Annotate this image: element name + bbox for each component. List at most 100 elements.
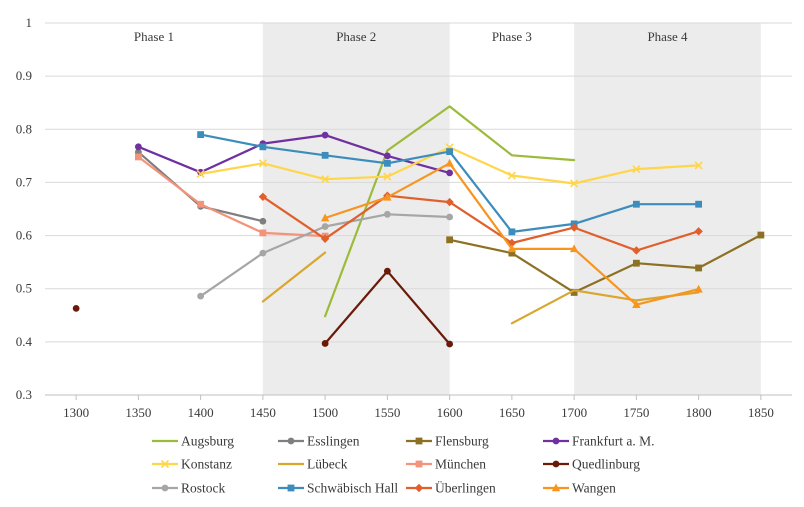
phase-label-3: Phase 3 xyxy=(492,29,532,44)
legend-marker xyxy=(287,437,295,445)
x-tick-label: 1650 xyxy=(499,405,525,420)
data-point-schwabisch-hall xyxy=(446,148,454,156)
y-tick-label: 0.7 xyxy=(16,174,33,189)
legend: Augsburg Esslingen Flensburg Frankfurt a. M… xyxy=(152,434,654,496)
legend-item-quedlinburg: Quedlinburg xyxy=(543,457,640,472)
x-tick-label: 1350 xyxy=(125,405,151,420)
legend-label: Rostock xyxy=(181,481,226,496)
data-point-flensburg xyxy=(632,259,640,267)
series-line-uberlingen xyxy=(261,194,700,252)
data-point-konstanz xyxy=(694,161,703,170)
data-point-quedlinburg xyxy=(72,304,80,312)
legend-label: Lübeck xyxy=(307,457,348,472)
data-point-schwabisch-hall xyxy=(197,131,205,138)
data-point-flensburg xyxy=(695,264,703,272)
x-tick-label: 1550 xyxy=(374,405,400,420)
y-tick-label: 0.5 xyxy=(16,281,32,296)
data-point-schwabisch-hall xyxy=(695,200,703,208)
legend-item-frankfurt-a-m: Frankfurt a. M. xyxy=(543,434,654,449)
y-tick-label: 0.6 xyxy=(16,228,33,243)
data-point-quedlinburg xyxy=(383,267,391,275)
legend-marker xyxy=(160,459,170,469)
series-quedlinburg xyxy=(72,267,454,348)
data-point-rostock xyxy=(383,210,391,218)
x-tick-label: 1750 xyxy=(623,405,649,420)
legend-label: Überlingen xyxy=(435,481,496,496)
legend-item-konstanz: Konstanz xyxy=(152,457,232,472)
legend-marker xyxy=(415,460,423,468)
legend-label: Flensburg xyxy=(435,434,489,449)
series-line-frankfurt-a-m xyxy=(137,134,451,174)
data-point-rostock xyxy=(259,249,267,257)
legend-label: Frankfurt a. M. xyxy=(572,434,654,449)
data-point-esslingen xyxy=(259,217,267,225)
data-point-munchen xyxy=(259,229,267,237)
legend-label: Quedlinburg xyxy=(572,457,640,472)
data-point-uberlingen xyxy=(445,197,454,207)
data-point-schwabisch-hall xyxy=(632,200,640,208)
data-point-uberlingen xyxy=(320,234,330,243)
y-tick-label: 0.8 xyxy=(16,121,32,136)
y-tick-label: 1 xyxy=(26,15,33,30)
x-tick-label: 1500 xyxy=(312,405,338,420)
phase-label-1: Phase 1 xyxy=(134,29,174,44)
data-point-wangen xyxy=(383,192,392,201)
series-konstanz xyxy=(196,143,703,188)
data-point-rostock xyxy=(446,213,454,221)
data-point-konstanz xyxy=(383,172,392,181)
phase-band-2 xyxy=(262,23,450,395)
data-point-frankfurt-a-m xyxy=(446,169,454,177)
legend-marker xyxy=(414,483,424,493)
legend-label: Augsburg xyxy=(181,434,234,449)
data-point-konstanz xyxy=(507,171,516,180)
y-tick-label: 0.9 xyxy=(16,68,32,83)
legend-marker xyxy=(415,437,423,445)
x-tick-label: 1700 xyxy=(561,405,587,420)
data-point-flensburg xyxy=(570,289,578,296)
phase-band-4 xyxy=(574,23,761,395)
data-point-uberlingen xyxy=(258,192,268,201)
data-point-frankfurt-a-m xyxy=(134,143,142,151)
data-point-schwabisch-hall xyxy=(383,159,391,167)
data-point-konstanz xyxy=(570,179,579,188)
x-tick-label: 1400 xyxy=(188,405,214,420)
phase-label-4: Phase 4 xyxy=(647,29,688,44)
legend-item-lubeck: Lübeck xyxy=(278,457,348,472)
data-point-wangen xyxy=(694,284,703,293)
phase-label-2: Phase 2 xyxy=(336,29,376,44)
y-tick-label: 0.4 xyxy=(16,334,33,349)
x-tick-label: 1600 xyxy=(437,405,463,420)
series-line-augsburg xyxy=(324,105,576,318)
data-point-schwabisch-hall xyxy=(259,143,267,151)
data-point-wangen xyxy=(507,244,517,253)
data-point-konstanz xyxy=(632,165,641,174)
legend-item-munchen: München xyxy=(406,457,486,472)
legend-label: Esslingen xyxy=(307,434,360,449)
legend-marker xyxy=(552,460,560,468)
y-tick-label: 0.3 xyxy=(16,387,32,402)
phase-bands: Phase 1 Phase 2 Phase 3 Phase 4 xyxy=(134,23,761,395)
data-point-frankfurt-a-m xyxy=(383,152,391,160)
data-point-wangen xyxy=(569,244,579,253)
data-point-frankfurt-a-m xyxy=(321,131,329,139)
data-point-konstanz xyxy=(321,175,330,184)
x-tick-label: 1300 xyxy=(63,405,89,420)
legend-item-schwabisch-hall: Schwäbisch Hall xyxy=(278,481,398,496)
data-point-uberlingen xyxy=(569,223,579,232)
data-point-flensburg xyxy=(446,236,454,244)
data-point-wangen xyxy=(445,158,454,167)
x-tick-label: 1800 xyxy=(686,405,712,420)
data-point-flensburg xyxy=(757,231,765,239)
data-point-uberlingen xyxy=(632,246,641,255)
series-line-esslingen xyxy=(137,151,264,223)
series-layer xyxy=(72,105,765,348)
legend-label: München xyxy=(435,457,486,472)
data-point-munchen xyxy=(134,153,142,161)
axes: 1300 1350 1400 1450 1500 1550 1600 1650 1700 1750… xyxy=(45,394,792,420)
data-point-flensburg xyxy=(508,249,516,257)
x-tick-label: 1850 xyxy=(748,405,774,420)
data-point-quedlinburg xyxy=(321,340,329,347)
legend-label: Konstanz xyxy=(181,457,232,472)
data-point-rostock xyxy=(197,292,205,300)
